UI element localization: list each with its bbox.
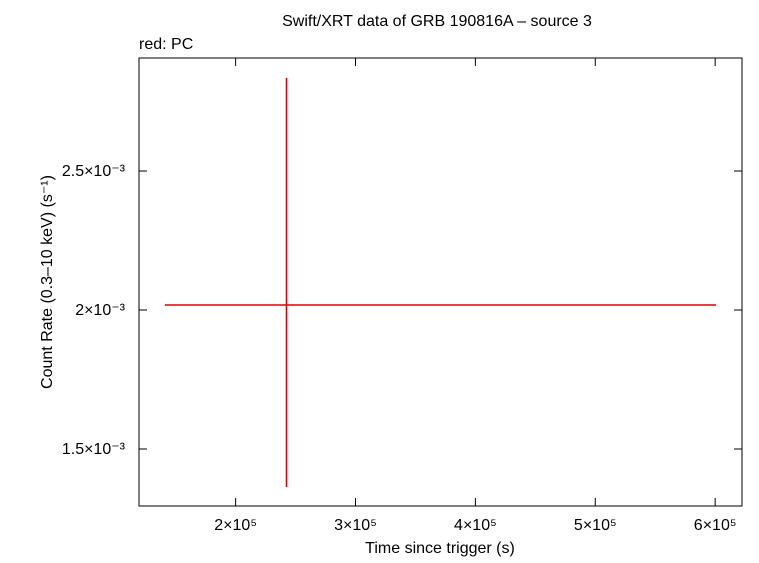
x-tick-label: 6×10⁵	[694, 517, 737, 534]
x-tick-label: 2×10⁵	[214, 517, 257, 534]
x-axis-label: Time since trigger (s)	[365, 540, 515, 557]
x-tick-label: 5×10⁵	[574, 517, 617, 534]
x-tick-label: 3×10⁵	[334, 517, 377, 534]
x-tick-label: 4×10⁵	[454, 517, 497, 534]
y-tick-label: 1.5×10⁻³	[62, 441, 126, 458]
y-tick-label: 2.5×10⁻³	[62, 163, 126, 180]
chart-title: Swift/XRT data of GRB 190816A – source 3	[282, 13, 592, 30]
chart-subtitle: red: PC	[139, 36, 193, 53]
plot-frame	[138, 57, 743, 507]
y-axis-label: Count Rate (0.3–10 keV) (s⁻¹)	[39, 175, 56, 389]
y-tick-label: 2×10⁻³	[75, 302, 125, 319]
